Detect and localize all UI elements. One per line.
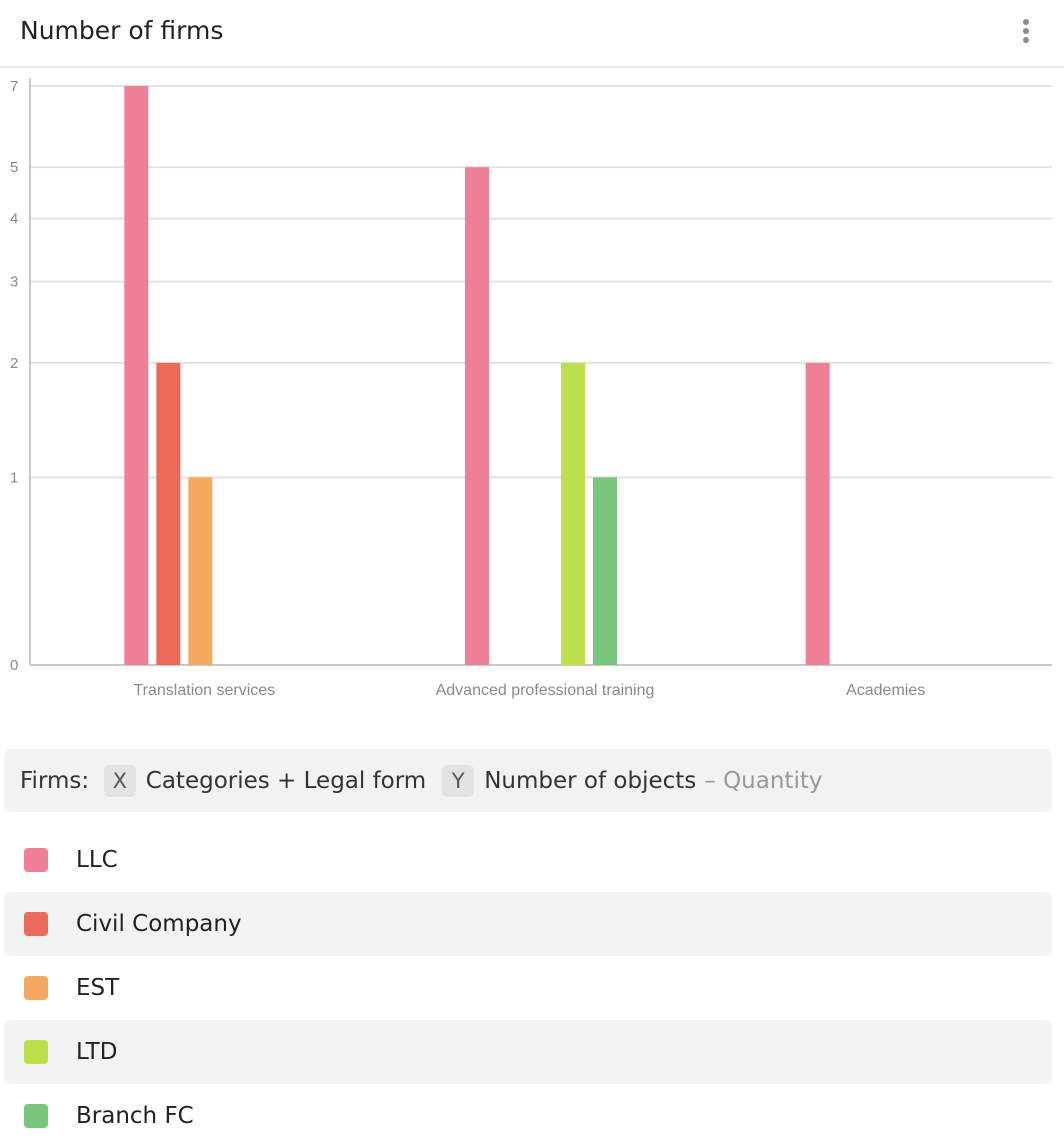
- x-tick-label: Translation services: [133, 682, 275, 699]
- x-axis-chip[interactable]: X: [103, 764, 136, 797]
- bar-civil-company: [156, 362, 181, 665]
- legend-label: EST: [76, 975, 120, 1001]
- legend-label: LTD: [76, 1039, 118, 1065]
- chart-info-bar: Firms: X Categories + Legal form Y Numbe…: [4, 749, 1052, 812]
- bar-llc: [805, 362, 830, 665]
- more-vertical-icon[interactable]: [1008, 12, 1044, 50]
- menu-dot: [1023, 19, 1029, 25]
- x-axis-label: Categories + Legal form: [145, 767, 427, 794]
- legend-item[interactable]: Civil Company: [4, 892, 1052, 956]
- y-aggregation-label: – Quantity: [704, 767, 823, 794]
- legend-item[interactable]: LTD: [4, 1020, 1052, 1084]
- bar-ltd: [561, 362, 585, 665]
- widget-title: Number of firms: [20, 16, 224, 45]
- y-tick-label: 0: [10, 657, 18, 674]
- bar-llc: [465, 167, 489, 665]
- y-tick-label: 1: [10, 469, 18, 486]
- legend-item[interactable]: EST: [4, 956, 1052, 1020]
- legend-label: Civil Company: [76, 911, 242, 937]
- menu-dot: [1023, 37, 1029, 43]
- bar-llc: [124, 86, 149, 665]
- y-axis-chip[interactable]: Y: [442, 764, 475, 797]
- y-tick-label: 4: [10, 211, 18, 228]
- widget-header: Number of firms: [0, 0, 1064, 68]
- legend-swatch: [24, 848, 48, 872]
- y-tick-label: 3: [10, 274, 18, 291]
- legend-label: Branch FC: [76, 1103, 194, 1129]
- legend-swatch: [24, 912, 48, 936]
- x-tick-label: Academies: [846, 682, 925, 699]
- legend-item[interactable]: Branch FC: [4, 1084, 1052, 1148]
- chart-legend: LLC Civil Company EST LTD Branch FC: [4, 828, 1052, 1148]
- legend-swatch: [24, 976, 48, 1000]
- y-tick-label: 7: [10, 78, 18, 95]
- legend-label: LLC: [76, 847, 118, 873]
- bar-est: [188, 477, 213, 665]
- menu-dot: [1023, 28, 1029, 34]
- legend-swatch: [24, 1104, 48, 1128]
- data-source-label: Firms: [20, 767, 82, 794]
- y-tick-label: 2: [10, 355, 18, 372]
- y-tick-label: 5: [10, 159, 18, 176]
- x-tick-label: Advanced professional training: [436, 682, 655, 699]
- bar-branch-fc: [593, 477, 617, 665]
- colon: :: [81, 767, 104, 794]
- legend-swatch: [24, 1040, 48, 1064]
- legend-item[interactable]: LLC: [4, 828, 1052, 892]
- bar-chart: 0 1 2 3 4 5 7 Translation services Advanced prof…: [10, 78, 1052, 699]
- y-axis-label: Number of objects: [484, 767, 697, 794]
